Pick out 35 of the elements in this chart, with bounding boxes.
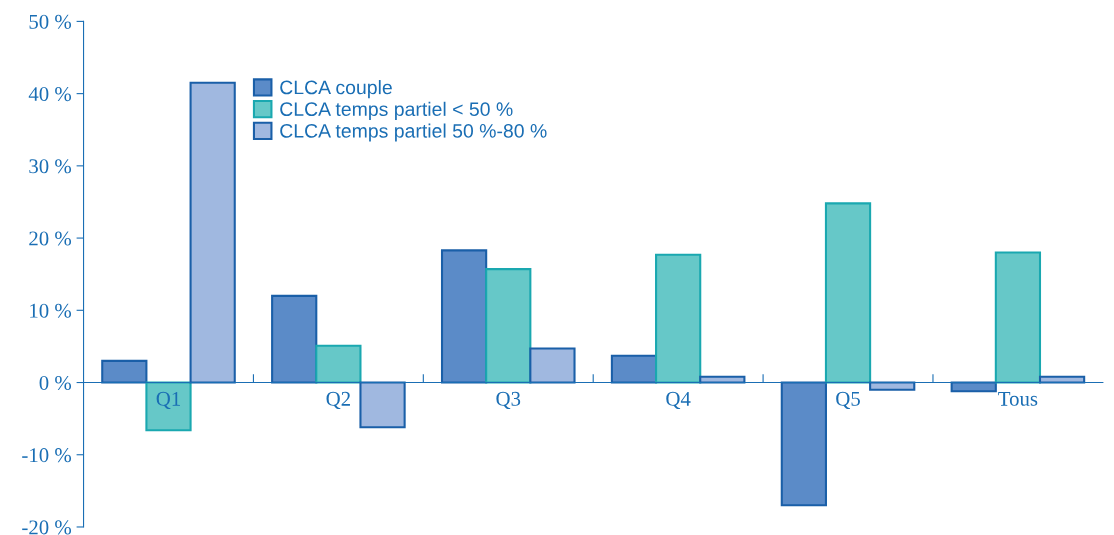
y-tick-label: -20 % — [22, 520, 72, 535]
bar — [994, 251, 1042, 384]
bar — [699, 375, 746, 384]
y-tick-label: 20 % — [29, 231, 72, 246]
bar — [189, 81, 236, 384]
x-tick-label: Q3 — [496, 391, 521, 410]
x-tick-label: Q4 — [666, 391, 691, 410]
bar — [145, 381, 192, 432]
y-tick-label: 0 % — [39, 375, 72, 391]
bar — [101, 359, 148, 384]
x-tick-label: Tous — [998, 392, 1038, 406]
bar — [485, 268, 532, 384]
bar — [440, 249, 488, 384]
bar — [359, 381, 406, 429]
bar — [1038, 375, 1086, 384]
bar — [824, 202, 872, 384]
x-tick-label: Q5 — [836, 391, 860, 410]
y-tick-label: 40 % — [28, 87, 72, 102]
legend-label: CLCA temps partiel 50 %-80 % — [280, 123, 547, 142]
y-tick-label: 10 % — [30, 303, 72, 318]
bar — [780, 381, 827, 507]
bar — [271, 294, 318, 384]
x-tick-label: Q2 — [326, 391, 350, 410]
x-tick-label: Q1 — [156, 391, 180, 410]
bar — [869, 381, 916, 391]
legend-label: CLCA temps partiel < 50 % — [280, 101, 513, 120]
y-tick-label: 30 % — [29, 159, 72, 174]
bar — [950, 381, 997, 393]
legend-label: CLCA couple — [280, 80, 392, 99]
bar — [655, 253, 702, 384]
y-tick-label: 50 % — [29, 14, 72, 29]
y-tick-label: -10 % — [22, 448, 72, 463]
bar — [610, 354, 658, 384]
bar — [315, 344, 362, 384]
bar — [529, 347, 576, 384]
